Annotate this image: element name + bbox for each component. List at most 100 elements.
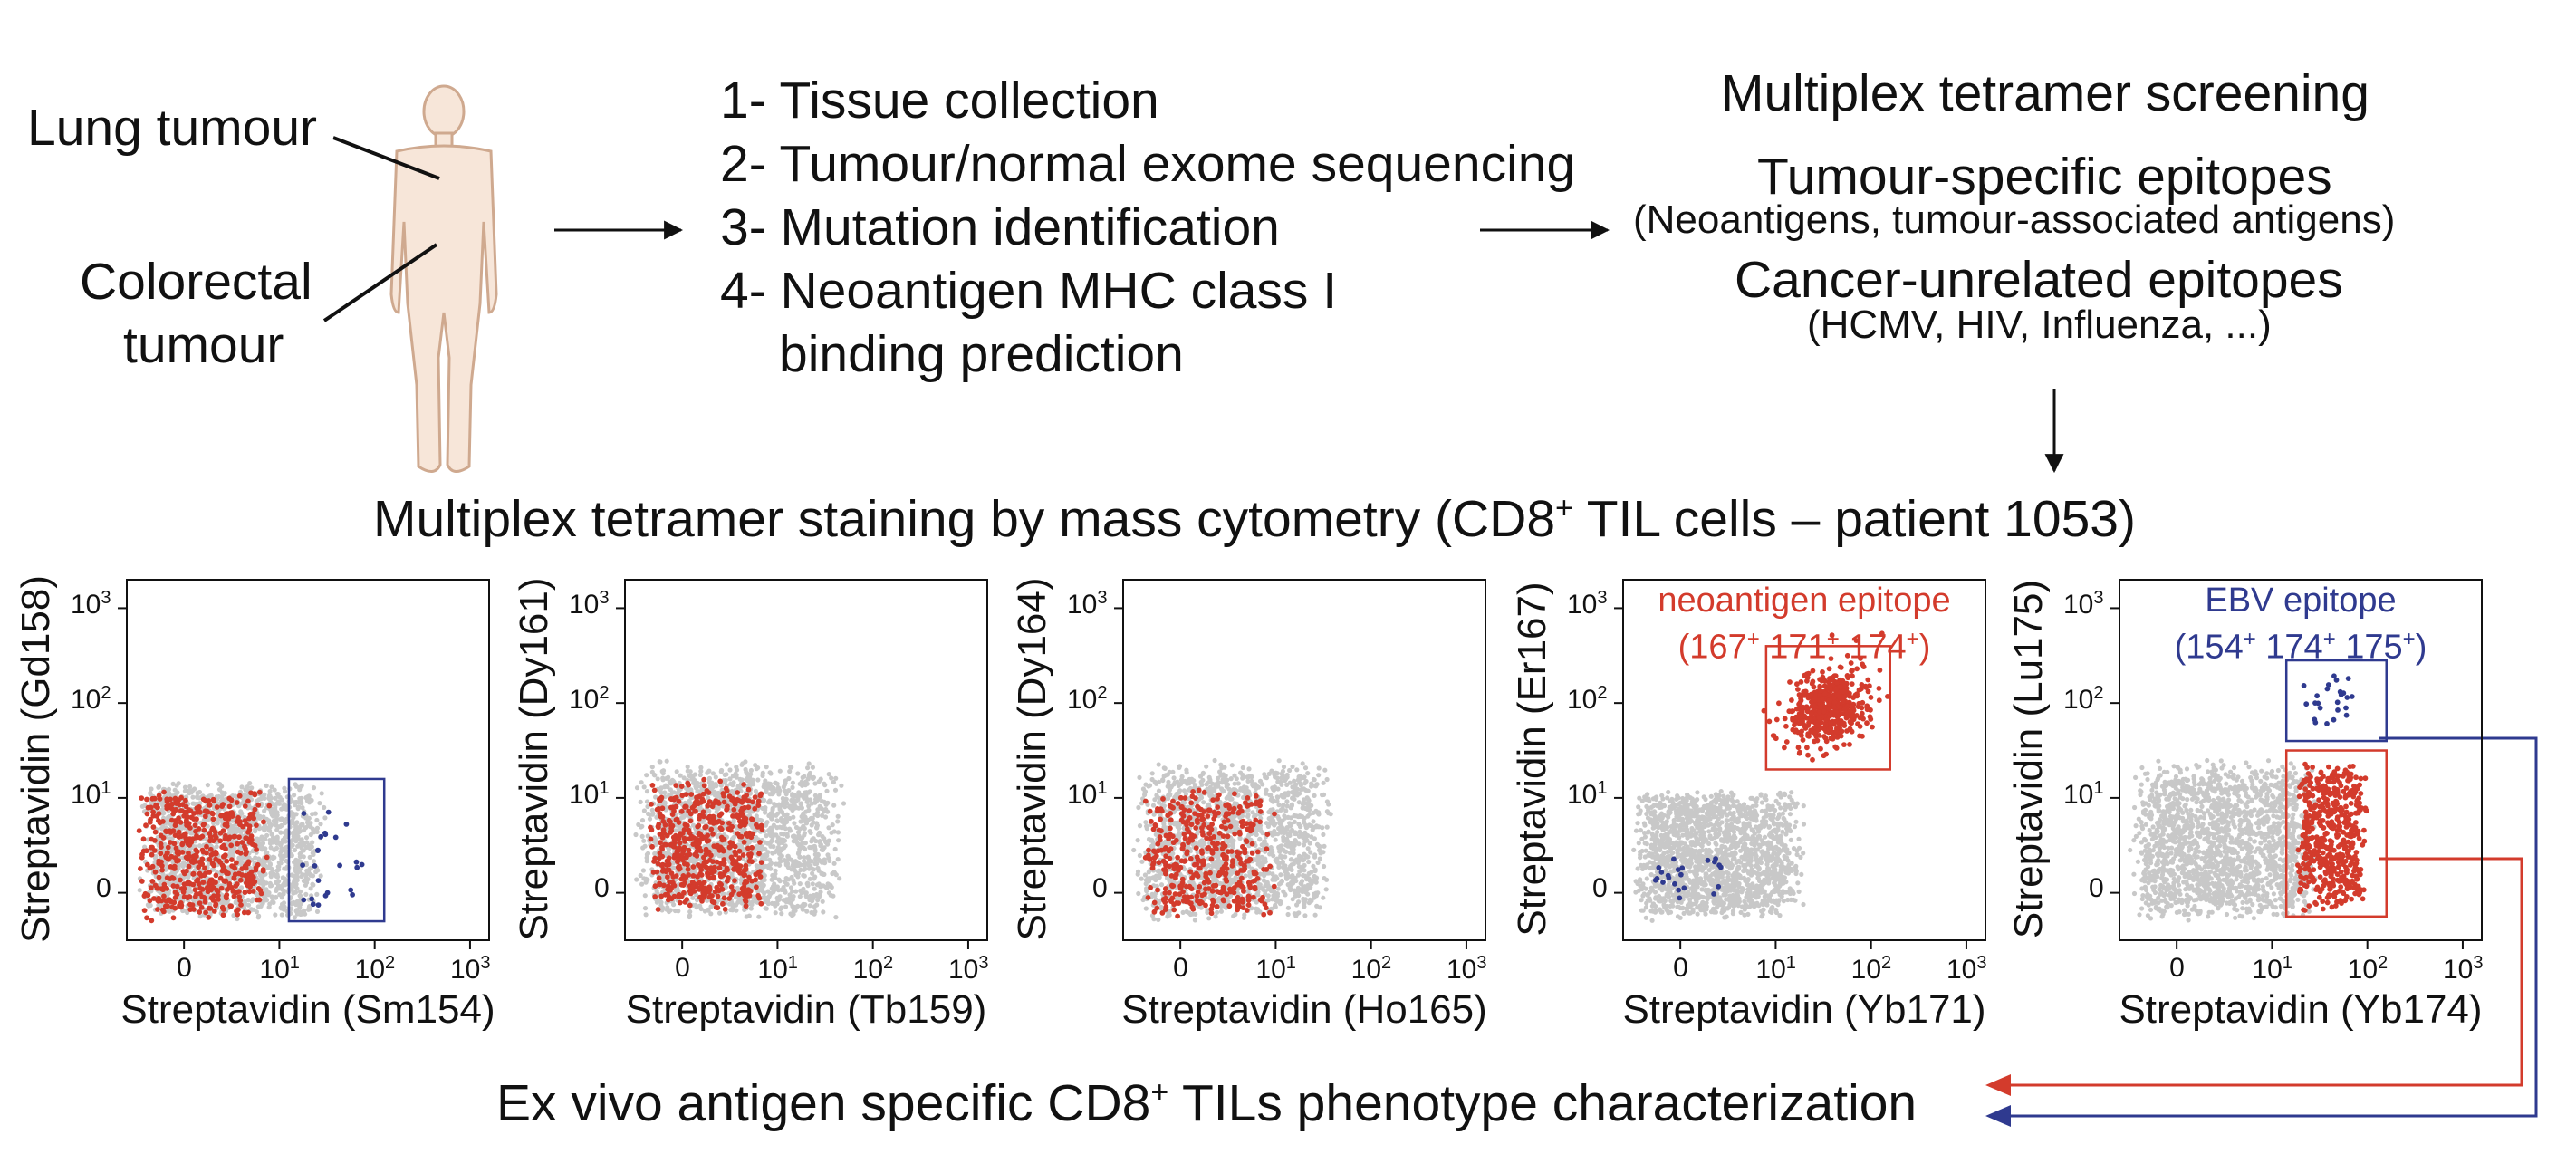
cell-point [1143, 820, 1149, 825]
cell-point [680, 851, 686, 857]
cell-point [303, 911, 308, 917]
cell-point [194, 805, 200, 812]
cell-point [779, 853, 784, 859]
cell-point [245, 784, 250, 790]
cell-point [266, 818, 272, 823]
cell-point [238, 859, 244, 864]
cell-point [297, 889, 303, 895]
cell-point [829, 775, 834, 781]
cell-point [1131, 847, 1137, 853]
cell-point [698, 906, 704, 912]
cell-point [172, 795, 178, 802]
cell-point [749, 816, 755, 822]
cell-point [639, 881, 645, 887]
cell-point [649, 801, 654, 807]
cell-point [633, 832, 639, 838]
cell-point [767, 857, 773, 862]
cell-point [225, 811, 230, 816]
cell-point [248, 790, 254, 796]
cell-point [217, 830, 224, 836]
cell-point [687, 902, 693, 909]
scatter-panels [118, 579, 2483, 949]
cell-point [260, 825, 265, 831]
cell-point [144, 861, 150, 868]
cell-point [649, 783, 656, 788]
cell-point [164, 796, 170, 803]
cell-point [722, 906, 728, 912]
cell-point [182, 784, 188, 790]
cell-point [160, 835, 167, 841]
cell-point [224, 858, 230, 864]
cell-point [781, 898, 786, 903]
cell-point [1229, 763, 1235, 768]
cell-point [798, 801, 803, 807]
cell-point [1190, 880, 1196, 885]
cell-point [289, 852, 294, 859]
cell-point [292, 860, 297, 865]
cell-point [214, 804, 220, 810]
cell-point [255, 802, 262, 808]
cell-point [266, 795, 272, 802]
cell-point [705, 873, 711, 879]
cell-point [350, 891, 355, 898]
cell-point [745, 851, 752, 858]
cell-point [810, 765, 816, 770]
cell-point [1184, 767, 1189, 773]
cell-point [769, 830, 774, 835]
cell-point [655, 861, 661, 867]
cell-point [751, 782, 756, 787]
cell-point [720, 848, 726, 853]
cell-point [297, 784, 303, 790]
cell-point [686, 872, 691, 878]
cell-point [658, 840, 663, 846]
cell-point [664, 758, 669, 764]
cell-point [806, 790, 812, 795]
cell-point [156, 793, 162, 799]
cell-point [730, 857, 735, 863]
cell-point [706, 776, 712, 782]
cell-point [251, 815, 256, 822]
cell-point [210, 796, 216, 803]
cell-point [254, 822, 259, 828]
cell-point [255, 861, 261, 868]
cell-point [205, 783, 210, 788]
cell-point [782, 839, 787, 844]
cell-point [681, 861, 687, 867]
cell-point [236, 870, 242, 877]
cell-point [634, 877, 639, 882]
cell-point [650, 812, 656, 817]
cell-point [167, 897, 173, 903]
cell-point [179, 850, 186, 855]
cell-point [697, 844, 702, 851]
cell-point [654, 869, 660, 875]
cell-point [197, 834, 204, 841]
cell-point [201, 872, 207, 879]
cell-point [641, 838, 647, 843]
cell-point [743, 759, 748, 765]
cell-point [819, 860, 825, 865]
cell-point [197, 809, 203, 815]
cell-point [708, 826, 715, 832]
cell-point [841, 801, 847, 806]
cell-point [263, 851, 268, 856]
cell-point [641, 784, 647, 790]
cell-point [322, 830, 328, 836]
cell-point [307, 845, 312, 851]
cell-point [237, 819, 243, 824]
cell-point [743, 878, 748, 884]
cell-point [193, 847, 199, 853]
cell-point [199, 847, 206, 853]
cell-point [169, 801, 175, 807]
cell-point [641, 808, 648, 813]
cell-point [718, 826, 725, 832]
human-body-icon [389, 84, 498, 473]
cell-point [757, 840, 763, 845]
cell-point [795, 870, 802, 877]
cell-point [767, 770, 773, 775]
cell-point [721, 861, 727, 867]
cell-point [755, 798, 762, 804]
cell-point [745, 845, 751, 851]
cell-point [830, 822, 835, 828]
cell-point [236, 894, 243, 899]
cell-point [743, 832, 749, 838]
